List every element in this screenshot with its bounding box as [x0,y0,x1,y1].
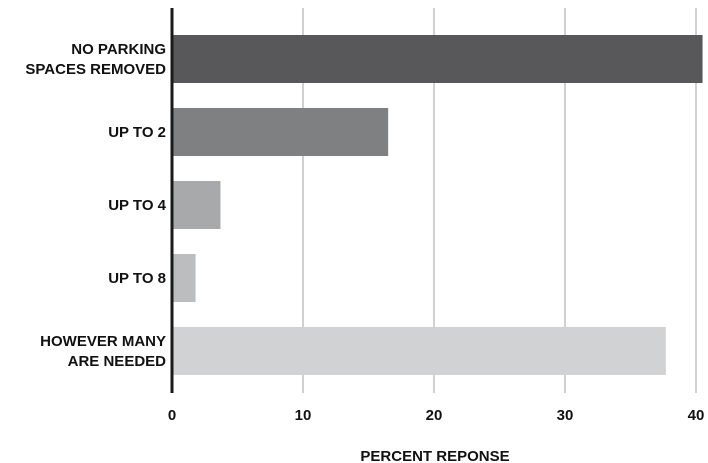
x-tick-labels: 0 10 20 30 40 [168,407,705,424]
x-tick-label-20: 20 [426,407,443,424]
x-tick-label-10: 10 [295,407,312,424]
bars [173,35,703,375]
category-label-1-line-1: NO PARKING [71,41,166,58]
x-tick-label-0: 0 [168,407,176,424]
category-label-5-line-1: HOWEVER MANY [40,333,166,350]
bar-2 [173,108,389,156]
x-tick-label-40: 40 [688,407,705,424]
category-label-5-line-2: ARE NEEDED [68,353,167,370]
category-labels: NO PARKING SPACES REMOVED UP TO 2 UP TO 4 UP… [25,41,166,370]
category-label-3: UP TO 4 [108,197,166,214]
category-label-1-line-2: SPACES REMOVED [25,61,166,78]
x-axis-title: PERCENT REPONSE [360,448,509,463]
category-label-2: UP TO 2 [108,124,166,141]
x-tick-label-30: 30 [557,407,574,424]
bar-4 [173,254,196,302]
bar-1 [173,35,703,83]
bar-5 [173,327,666,375]
category-label-4: UP TO 8 [108,270,166,287]
bar-3 [173,181,221,229]
